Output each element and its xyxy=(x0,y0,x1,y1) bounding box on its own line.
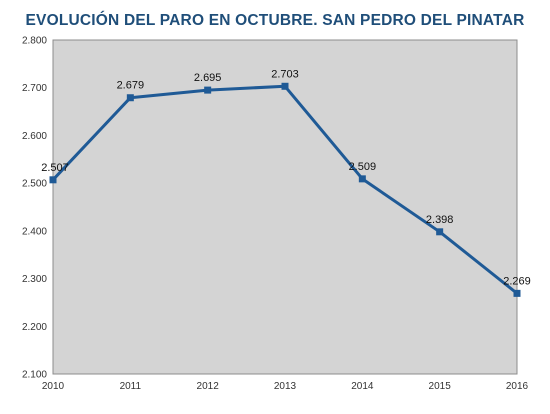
x-axis: 2010 2011 2012 2013 2014 2015 2016 xyxy=(42,381,529,392)
y-tick-label: 2.400 xyxy=(22,226,47,237)
x-tick-label: 2011 xyxy=(120,381,142,392)
x-tick-label: 2013 xyxy=(274,381,297,392)
data-point xyxy=(436,228,444,236)
data-label: 2.269 xyxy=(503,275,531,287)
data-point xyxy=(49,176,57,184)
y-axis: 2.100 2.200 2.300 2.400 2.500 2.600 2.700 2.800 xyxy=(22,36,47,381)
data-point xyxy=(204,86,212,94)
x-tick-label: 2015 xyxy=(429,381,452,392)
y-tick-label: 2.800 xyxy=(22,36,47,47)
data-markers xyxy=(49,82,521,297)
y-tick-label: 2.100 xyxy=(22,370,47,381)
data-label: 2.398 xyxy=(426,214,454,226)
data-point xyxy=(358,175,366,183)
data-label: 2.509 xyxy=(349,161,377,173)
data-labels: 2.507 2.679 2.695 2.703 2.509 2.398 2.269 xyxy=(41,68,531,287)
data-label: 2.695 xyxy=(194,72,222,84)
x-tick-label: 2016 xyxy=(506,381,529,392)
data-label: 2.507 xyxy=(41,162,69,174)
data-label: 2.703 xyxy=(271,68,299,80)
x-tick-label: 2014 xyxy=(351,381,374,392)
data-point xyxy=(513,289,521,297)
data-point xyxy=(281,82,289,90)
data-point xyxy=(126,94,134,102)
y-tick-label: 2.200 xyxy=(22,322,47,333)
y-tick-label: 2.300 xyxy=(22,274,47,285)
y-tick-label: 2.600 xyxy=(22,131,47,142)
data-label: 2.679 xyxy=(117,80,145,92)
chart-title: EVOLUCIÓN DEL PARO EN OCTUBRE. SAN PEDRO… xyxy=(25,12,525,29)
y-tick-label: 2.700 xyxy=(22,83,47,94)
x-tick-label: 2010 xyxy=(42,381,65,392)
y-tick-label: 2.500 xyxy=(22,179,47,190)
x-tick-label: 2012 xyxy=(197,381,220,392)
